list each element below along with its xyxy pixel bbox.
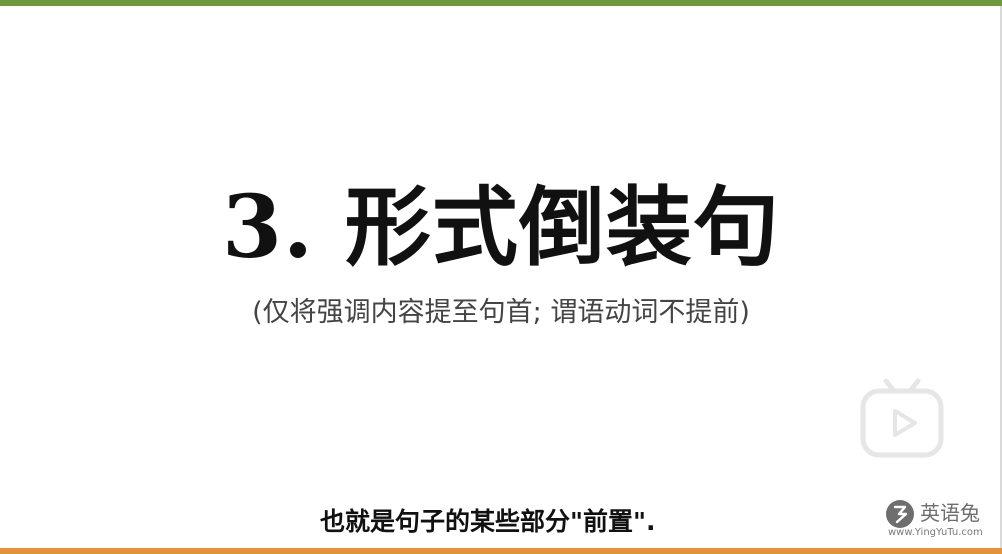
play-button[interactable]	[860, 377, 944, 459]
slide-title: 3. 形式倒装句	[222, 177, 780, 278]
watermark: 英语兔 www.YingYuTu.com	[886, 498, 996, 542]
top-accent-bar	[0, 0, 1002, 6]
bottom-accent-bar	[0, 548, 1002, 554]
rabbit-logo-icon	[886, 500, 914, 528]
watermark-brand: 英语兔	[920, 501, 980, 525]
watermark-url: www.YingYuTu.com	[888, 527, 983, 538]
video-caption: 也就是句子的某些部分"前置".	[320, 507, 656, 536]
right-edge-divider	[1000, 6, 1002, 548]
slide-subtitle: (仅将强调内容提至句首; 谓语动词不提前)	[252, 297, 750, 328]
play-icon	[860, 378, 944, 458]
